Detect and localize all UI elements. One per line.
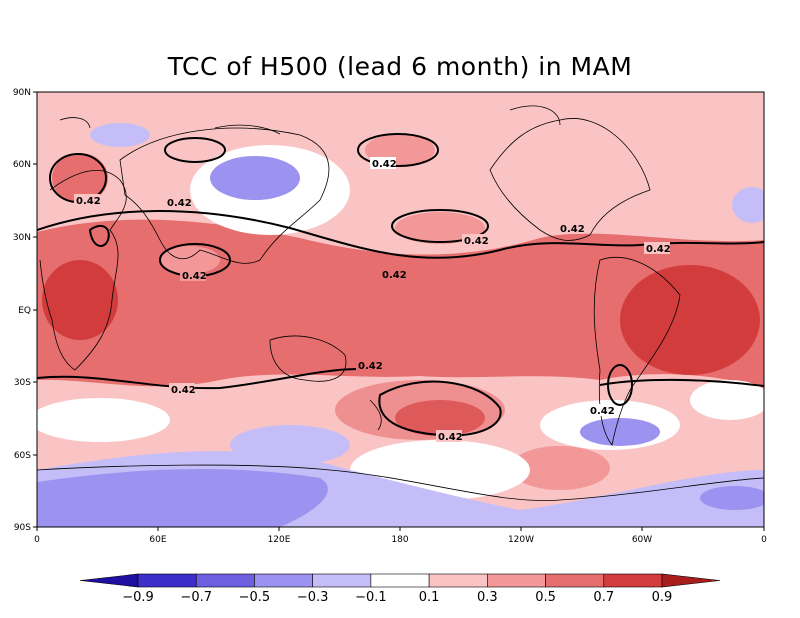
contour-label: 0.42 [462, 234, 489, 247]
contour-label: 0.42 [180, 269, 207, 282]
contour-label: 0.42 [588, 404, 615, 417]
colorbar-label: −0.3 [297, 590, 329, 605]
colorbar-swatch [428, 573, 488, 588]
contour-label: 0.42 [644, 242, 671, 255]
colorbar-swatch [137, 573, 197, 588]
contour-lines [37, 133, 764, 437]
x-tick-label: 60W [632, 535, 652, 545]
contour-label: 0.42 [436, 430, 463, 443]
svg-text:0.42: 0.42 [167, 198, 192, 209]
colorbar-label: −0.5 [239, 590, 271, 605]
colorbar-swatch [370, 573, 430, 588]
colorbar-swatch [195, 573, 255, 588]
map-title: TCC of H500 (lead 6 month) in MAM [167, 52, 633, 81]
y-tick-label: 30S [14, 378, 31, 388]
contour-label: 0.42 [380, 268, 407, 281]
colorbar-label: 0.3 [477, 590, 498, 605]
contour-labels: 0.42 0.42 0.42 0.42 0.42 0.42 0.42 0.42 … [74, 157, 671, 443]
svg-text:0.42: 0.42 [590, 406, 615, 417]
colorbar: −0.9 −0.7 −0.5 −0.3 −0.1 0.1 0.3 0.5 0.7 0.9 [79, 573, 721, 605]
colorbar-end-high [661, 573, 721, 588]
colorbar-label: 0.5 [535, 590, 556, 605]
x-tick-label: 120E [268, 535, 291, 545]
x-tick-label: 0 [761, 535, 767, 545]
colorbar-end-low [79, 573, 139, 588]
svg-text:0.42: 0.42 [372, 159, 397, 170]
colorbar-swatch [312, 573, 372, 588]
colorbar-label: 0.7 [593, 590, 614, 605]
svg-text:0.42: 0.42 [382, 270, 407, 281]
svg-text:0.42: 0.42 [464, 236, 489, 247]
svg-text:0.42: 0.42 [182, 271, 207, 282]
colorbar-swatch [545, 573, 605, 588]
colorbar-label: 0.9 [652, 590, 673, 605]
colorbar-swatch [487, 573, 546, 588]
y-tick-label: 60S [14, 451, 31, 461]
contour-label: 0.42 [370, 157, 397, 170]
colorbar-swatch [603, 573, 663, 588]
coastlines [37, 105, 764, 501]
svg-text:0.42: 0.42 [358, 361, 383, 372]
x-tick-label: 120W [508, 535, 534, 545]
svg-text:0.42: 0.42 [560, 224, 585, 235]
y-tick-label: 30N [13, 233, 31, 243]
svg-text:0.42: 0.42 [171, 385, 196, 396]
y-tick-label: 90N [13, 88, 31, 98]
colorbar-label: 0.1 [419, 590, 440, 605]
x-tick-label: 0 [34, 535, 40, 545]
contour-label: 0.42 [169, 383, 196, 396]
svg-text:0.42: 0.42 [76, 196, 101, 207]
contour-label: 0.42 [356, 359, 383, 372]
contour-label: 0.42 [165, 196, 192, 209]
colorbar-label: −0.1 [355, 590, 387, 605]
contour-label: 0.42 [558, 222, 585, 235]
svg-text:0.42: 0.42 [438, 432, 463, 443]
x-axis: 0 60E 120E 180 120W 60W 0 [34, 527, 767, 545]
colorbar-swatch [254, 573, 313, 588]
y-tick-label: 90S [14, 523, 31, 533]
x-tick-label: 180 [391, 535, 408, 545]
colorbar-label: −0.7 [180, 590, 212, 605]
y-tick-label: 60N [13, 160, 31, 170]
y-tick-label: EQ [18, 306, 31, 316]
contour-label: 0.42 [74, 194, 101, 207]
x-tick-label: 60E [149, 535, 166, 545]
shaded-field: 0.42 0.42 0.42 0.42 0.42 0.42 0.42 0.42 … [37, 92, 764, 527]
colorbar-label: −0.9 [122, 590, 154, 605]
y-axis: 90N 60N 30N EQ 30S 60S 90S [13, 88, 37, 533]
svg-text:0.42: 0.42 [646, 244, 671, 255]
